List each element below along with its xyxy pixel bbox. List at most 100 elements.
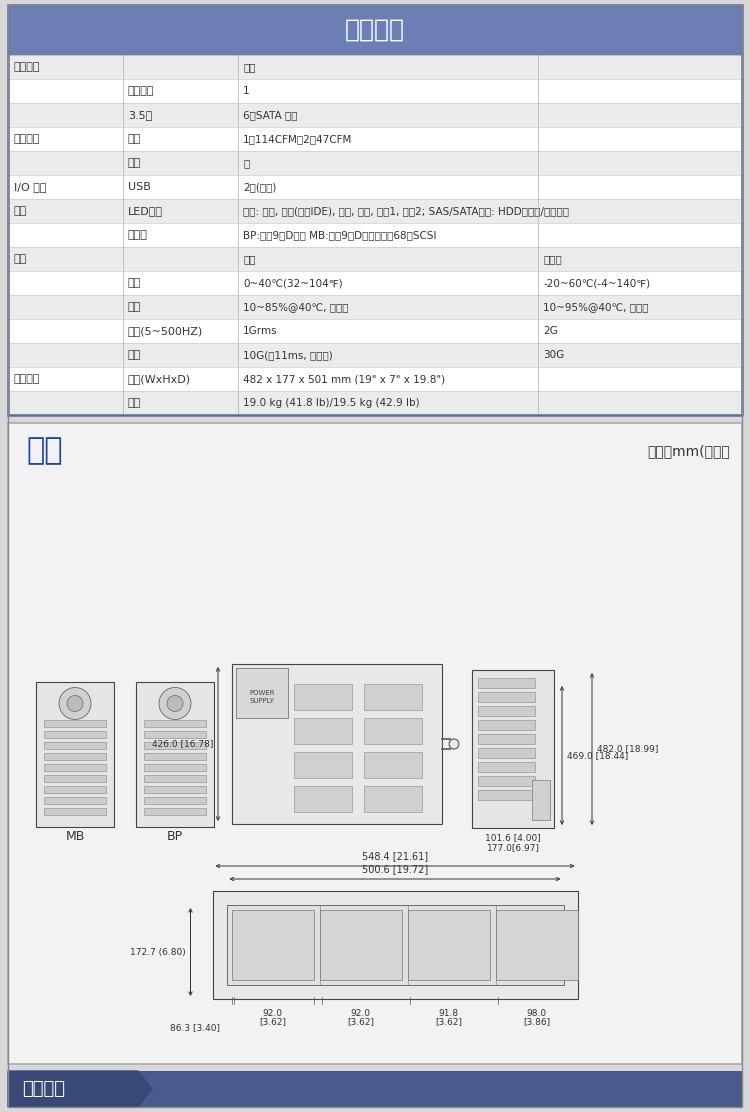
Text: 10~85%@40℃, 非凝固: 10~85%@40℃, 非凝固 (243, 302, 349, 312)
Bar (8, 4, 742, 415)
Bar (294, 786, 352, 812)
Bar (8, 199, 742, 224)
Text: 92.0: 92.0 (262, 1009, 283, 1017)
Bar (364, 752, 422, 778)
Text: BP: BP (167, 830, 183, 843)
Text: POWER: POWER (249, 691, 274, 696)
Text: 2G: 2G (543, 326, 558, 336)
Bar (136, 682, 214, 826)
Text: 0~40℃(32~104℉): 0~40℃(32~104℉) (243, 278, 343, 288)
Text: 10G(在11ms, 半弦波): 10G(在11ms, 半弦波) (243, 350, 333, 360)
Bar (144, 785, 206, 793)
Bar (8, 151, 742, 175)
Bar (320, 910, 401, 980)
Text: 1个114CFM与2个47CFM: 1个114CFM与2个47CFM (243, 135, 352, 143)
Bar (294, 684, 352, 709)
Bar (8, 319, 742, 342)
Text: [3.62]: [3.62] (259, 1017, 286, 1026)
Text: 工作: 工作 (243, 254, 256, 264)
Bar (44, 774, 106, 782)
Text: 548.4 [21.61]: 548.4 [21.61] (362, 851, 428, 861)
Text: 30G: 30G (543, 350, 564, 360)
Text: 系统: 电源, 硬盘(只供IDE), 温度, 风扇, 网口1, 网口2; SAS/SATA硬盘: HDD电源开/关与存取: 系统: 电源, 硬盘(只供IDE), 温度, 风扇, 网口1, 网口2; SAS… (243, 206, 569, 216)
Bar (44, 796, 106, 804)
Text: SUPPLY: SUPPLY (250, 698, 274, 704)
Text: I/O 介面: I/O 介面 (14, 182, 46, 192)
Bar (8, 127, 742, 151)
Bar (478, 692, 535, 702)
Text: 滤网: 滤网 (128, 158, 141, 168)
Bar (226, 905, 563, 985)
Bar (212, 891, 578, 999)
Text: 震动(5~500HZ): 震动(5~500HZ) (128, 326, 203, 336)
Bar (364, 718, 422, 744)
Text: [3.62]: [3.62] (435, 1017, 462, 1026)
Text: 1Grms: 1Grms (243, 326, 278, 336)
Bar (478, 719, 535, 729)
Text: 469.0 [18.44]: 469.0 [18.44] (567, 751, 628, 759)
Bar (144, 764, 206, 771)
Bar (478, 776, 535, 786)
Circle shape (167, 695, 183, 712)
Bar (232, 664, 442, 824)
Bar (44, 753, 106, 759)
Bar (8, 103, 742, 127)
Text: 后面板: 后面板 (128, 230, 148, 240)
Text: 500.6 [19.72]: 500.6 [19.72] (362, 864, 428, 874)
Bar (364, 786, 422, 812)
Bar (8, 271, 742, 295)
Bar (8, 4, 742, 54)
Text: 2个(前置): 2个(前置) (243, 182, 276, 192)
Bar (364, 684, 422, 709)
Bar (236, 668, 288, 718)
Text: 环境: 环境 (14, 254, 27, 264)
Text: 92.0: 92.0 (350, 1009, 370, 1017)
Bar (472, 671, 554, 828)
Bar (8, 367, 742, 391)
Bar (44, 731, 106, 737)
Bar (144, 807, 206, 814)
Bar (44, 719, 106, 726)
Text: 产品参数: 产品参数 (345, 18, 405, 42)
Bar (532, 780, 550, 820)
Text: 单位：mm(英寸）: 单位：mm(英寸） (647, 444, 730, 458)
Text: MB: MB (65, 830, 85, 843)
Circle shape (59, 687, 91, 719)
Bar (8, 391, 742, 415)
Text: 冷却方式: 冷却方式 (14, 135, 40, 143)
Text: [3.86]: [3.86] (523, 1017, 550, 1026)
Text: 10~95%@40℃, 非凝固: 10~95%@40℃, 非凝固 (543, 302, 649, 312)
Text: 482.0 [18.99]: 482.0 [18.99] (597, 745, 658, 754)
Bar (478, 734, 535, 744)
Bar (44, 785, 106, 793)
Bar (294, 752, 352, 778)
Bar (478, 706, 535, 716)
Bar (44, 807, 106, 814)
Text: 有: 有 (243, 158, 249, 168)
Text: 86.3 [3.40]: 86.3 [3.40] (170, 1023, 220, 1032)
Bar (8, 175, 742, 199)
Text: 尺寸: 尺寸 (26, 437, 62, 466)
Bar (478, 678, 535, 688)
Bar (44, 742, 106, 748)
Text: 101.6 [4.00]: 101.6 [4.00] (485, 834, 541, 843)
Bar (144, 731, 206, 737)
Text: USB: USB (128, 182, 151, 192)
Text: 98.0: 98.0 (526, 1009, 547, 1017)
Bar (496, 910, 578, 980)
Text: 物理特性: 物理特性 (14, 374, 40, 384)
Text: 温度: 温度 (128, 278, 141, 288)
Circle shape (67, 695, 83, 712)
Text: 动声: 动声 (128, 350, 141, 360)
Bar (8, 295, 742, 319)
Text: 尺寸(WxHxD): 尺寸(WxHxD) (128, 374, 191, 384)
Text: 6个SATA 硬盘: 6个SATA 硬盘 (243, 110, 298, 120)
Circle shape (159, 687, 191, 719)
Bar (407, 910, 490, 980)
Bar (232, 910, 314, 980)
Bar (36, 682, 114, 826)
Text: 非工作: 非工作 (543, 254, 562, 264)
Text: 磁盘托架: 磁盘托架 (14, 62, 40, 72)
Text: 湿度: 湿度 (128, 302, 141, 312)
Bar (8, 224, 742, 247)
